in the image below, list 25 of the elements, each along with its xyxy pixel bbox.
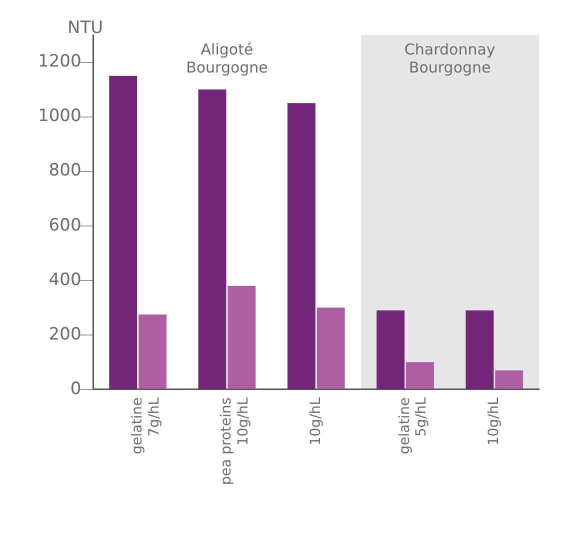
y-tick-label: 200 xyxy=(48,324,82,344)
x-tick-label: gelatine 7g/hL xyxy=(129,397,162,454)
bar xyxy=(109,76,138,389)
bar xyxy=(228,286,256,389)
bar xyxy=(406,362,434,389)
y-tick-label: 600 xyxy=(48,215,82,236)
y-tick-label: 1200 xyxy=(38,52,82,72)
bar xyxy=(287,103,316,389)
x-tick-label: gelatine 5g/hL xyxy=(396,397,430,454)
x-tick-label: 10g/hL xyxy=(308,397,324,446)
y-tick-label: 0 xyxy=(70,378,82,399)
annotation: Aligoté Bourgogne xyxy=(186,40,268,76)
bar xyxy=(138,314,167,389)
x-tick-label: pea proteins 10g/hL xyxy=(218,397,252,486)
y-tick-label: 800 xyxy=(48,160,82,181)
bar xyxy=(466,310,494,389)
bar xyxy=(495,370,524,389)
bar xyxy=(198,90,226,389)
y-axis-title: NTU xyxy=(67,18,104,38)
annotation: Chardonnay Bourgogne xyxy=(404,40,496,76)
y-tick-label: 400 xyxy=(48,270,82,290)
bar xyxy=(316,308,345,389)
bar xyxy=(376,310,405,389)
x-tick-label: 10g/hL xyxy=(486,397,502,446)
y-tick-label: 1000 xyxy=(38,106,82,126)
